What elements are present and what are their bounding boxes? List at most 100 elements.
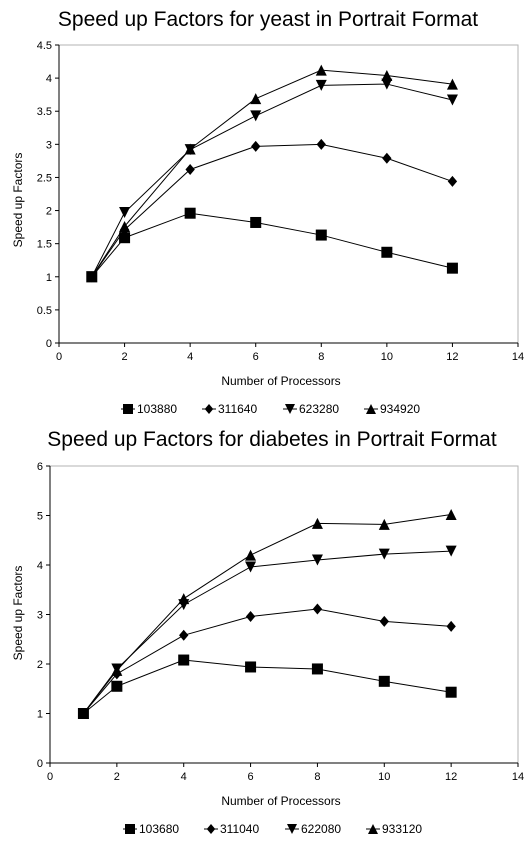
legend-item: 311040 <box>204 822 259 836</box>
y-tick-label: 3 <box>37 610 43 622</box>
data-point <box>245 549 257 561</box>
series-933120 <box>77 509 457 719</box>
legend-marker <box>123 404 133 414</box>
legend-label: 311640 <box>218 402 257 416</box>
y-tick-label: 5 <box>37 511 43 523</box>
x-tick-label: 0 <box>56 351 62 363</box>
y-axis-label: Speed up Factors <box>11 153 25 248</box>
legend-label: 103680 <box>139 822 179 836</box>
data-point <box>185 163 195 175</box>
data-point <box>245 610 256 622</box>
y-tick-label: 1 <box>37 709 43 721</box>
data-point <box>184 143 196 155</box>
series-line <box>83 608 452 714</box>
legend-label: 311040 <box>220 822 259 836</box>
y-tick-label: 3.5 <box>37 106 52 118</box>
series-line <box>91 143 453 278</box>
y-tick-label: 2 <box>46 206 52 218</box>
data-point <box>178 654 190 666</box>
y-tick-label: 2.5 <box>37 172 52 184</box>
y-tick-label: 4 <box>46 73 52 85</box>
x-tick-label: 0 <box>47 771 53 783</box>
x-tick-label: 6 <box>253 351 259 363</box>
y-tick-label: 1.5 <box>37 239 52 251</box>
series-311040 <box>78 603 456 719</box>
plot-area <box>49 465 519 764</box>
x-tick-label: 10 <box>381 351 393 363</box>
data-point <box>445 509 457 521</box>
legend-marker <box>125 824 135 834</box>
legend-label: 103880 <box>137 402 177 416</box>
legend-item: 103880 <box>121 402 177 416</box>
series-103680 <box>77 654 457 719</box>
x-tick-label: 8 <box>314 771 320 783</box>
y-tick-label: 4 <box>37 560 43 572</box>
legend-marker <box>204 404 214 414</box>
legend-item: 933120 <box>366 822 422 836</box>
legend-item: 623280 <box>283 402 339 416</box>
data-point <box>312 603 323 615</box>
legend-label: 933120 <box>382 822 422 836</box>
legend-marker <box>366 404 376 414</box>
data-point <box>111 664 123 676</box>
data-point <box>119 220 131 232</box>
legend-item: 934920 <box>364 402 420 416</box>
x-tick-label: 12 <box>446 351 458 363</box>
legend-marker <box>285 404 295 414</box>
x-tick-label: 10 <box>378 771 390 783</box>
legend-label: 623280 <box>299 402 339 416</box>
series-line <box>91 212 453 278</box>
data-point <box>315 64 327 76</box>
x-tick-label: 2 <box>114 771 120 783</box>
x-tick-label: 8 <box>318 351 324 363</box>
x-axis-label: Number of Processors <box>221 794 340 808</box>
data-point <box>178 593 190 605</box>
data-point <box>446 262 458 274</box>
y-tick-label: 0 <box>37 758 43 770</box>
legend-item: 103680 <box>123 822 179 836</box>
plot-area <box>58 44 519 344</box>
data-point <box>378 518 390 530</box>
series-103880 <box>86 207 458 283</box>
data-point <box>77 708 89 719</box>
data-point <box>446 94 458 106</box>
series-622080 <box>77 545 457 719</box>
data-point <box>251 140 261 152</box>
data-point <box>250 110 262 122</box>
legend-item: 622080 <box>285 822 341 836</box>
data-point <box>111 680 123 692</box>
x-tick-label: 14 <box>512 771 524 783</box>
legend-marker <box>368 824 378 834</box>
chart-title: Speed up Factors for diabetes in Portrai… <box>47 428 497 451</box>
data-point <box>250 216 262 228</box>
data-point <box>184 207 196 219</box>
series-line <box>83 550 452 714</box>
data-point <box>119 232 131 244</box>
y-tick-label: 4.5 <box>37 40 52 52</box>
data-point <box>382 152 392 164</box>
x-tick-label: 12 <box>445 771 457 783</box>
legend-marker <box>206 824 216 834</box>
data-point <box>316 138 326 150</box>
data-point <box>445 686 457 698</box>
data-point <box>447 175 458 187</box>
y-tick-label: 6 <box>37 461 43 473</box>
series-line <box>91 83 453 278</box>
data-point <box>445 545 457 557</box>
x-tick-label: 6 <box>248 771 254 783</box>
data-point <box>381 78 393 90</box>
yeast-speedup-chart: Speed up Factors for yeast in Portrait F… <box>11 8 524 416</box>
legend-item: 311640 <box>202 402 257 416</box>
data-point <box>446 78 458 90</box>
data-point <box>311 663 323 675</box>
y-axis-label: Speed up Factors <box>11 566 25 661</box>
data-point <box>119 207 131 219</box>
diabetes-speedup-chart: Speed up Factors for diabetes in Portrai… <box>11 428 524 836</box>
data-point <box>315 229 327 241</box>
legend-marker <box>287 824 297 834</box>
y-tick-label: 1 <box>46 272 52 284</box>
series-line <box>83 659 452 714</box>
series-934920 <box>86 64 458 283</box>
